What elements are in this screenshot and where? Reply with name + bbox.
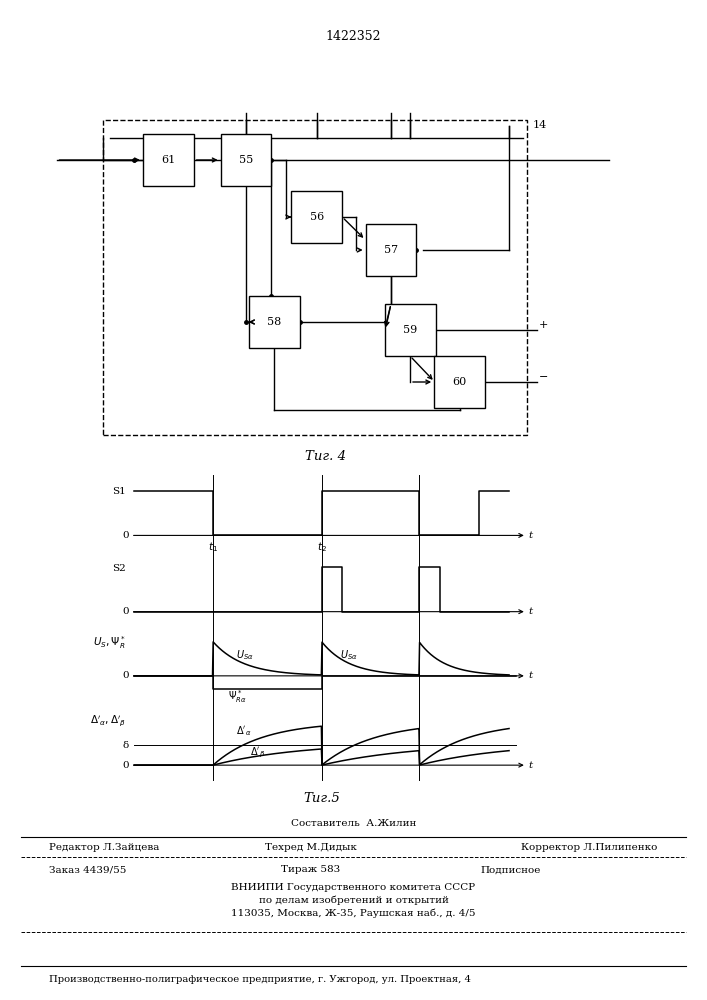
Text: 56: 56 <box>310 212 324 222</box>
Text: $\Psi_{R\alpha}^*$: $\Psi_{R\alpha}^*$ <box>228 688 247 705</box>
Bar <box>291 191 342 243</box>
Text: Заказ 4439/55: Заказ 4439/55 <box>49 865 127 874</box>
Text: t: t <box>529 671 533 680</box>
Text: $U_S,\Psi_R^*$: $U_S,\Psi_R^*$ <box>93 634 126 651</box>
Text: Τиг.5: Τиг.5 <box>303 792 340 804</box>
Text: Редактор Л.Зайцева: Редактор Л.Зайцева <box>49 842 160 852</box>
Text: 0: 0 <box>122 761 129 770</box>
Text: t: t <box>529 761 533 770</box>
Text: $\Delta'_{\alpha},\Delta'_{\beta}$: $\Delta'_{\alpha},\Delta'_{\beta}$ <box>90 713 126 728</box>
Text: +: + <box>539 320 548 330</box>
Text: 58: 58 <box>267 317 281 327</box>
Text: 1422352: 1422352 <box>326 29 381 42</box>
Text: t: t <box>529 607 533 616</box>
Text: $t_1$: $t_1$ <box>208 540 218 554</box>
Text: Подписное: Подписное <box>481 865 541 874</box>
Bar <box>143 134 194 186</box>
Text: 55: 55 <box>239 155 253 165</box>
Text: Τиг. 4: Τиг. 4 <box>305 450 346 464</box>
Text: 0: 0 <box>122 607 129 616</box>
Text: 61: 61 <box>161 155 175 165</box>
Bar <box>221 134 271 186</box>
Text: 113035, Москва, Ж-35, Раушская наб., д. 4/5: 113035, Москва, Ж-35, Раушская наб., д. … <box>231 908 476 918</box>
Text: $U_{S\alpha}$: $U_{S\alpha}$ <box>235 648 253 662</box>
Text: Техред М.Дидык: Техред М.Дидык <box>265 842 357 852</box>
Bar <box>366 224 416 276</box>
Text: Корректор Л.Пилипенко: Корректор Л.Пилипенко <box>521 842 658 852</box>
Text: $\Delta'_{\alpha}$: $\Delta'_{\alpha}$ <box>235 724 251 738</box>
Text: $U_{S\alpha}$: $U_{S\alpha}$ <box>341 648 358 662</box>
Text: Составитель  А.Жилин: Составитель А.Жилин <box>291 818 416 828</box>
Text: S1: S1 <box>112 487 126 496</box>
Bar <box>103 120 527 435</box>
Text: t: t <box>529 531 533 540</box>
Text: по делам изобретений и открытий: по делам изобретений и открытий <box>259 895 448 905</box>
Text: 0: 0 <box>122 531 129 540</box>
Text: Производственно-полиграфическое предприятие, г. Ужгород, ул. Проектная, 4: Производственно-полиграфическое предприя… <box>49 976 472 984</box>
Bar <box>434 356 485 408</box>
Text: Тираж 583: Тираж 583 <box>281 865 341 874</box>
Text: ВНИИПИ Государственного комитета СССР: ВНИИПИ Государственного комитета СССР <box>231 882 476 892</box>
Text: −: − <box>539 372 548 382</box>
Bar <box>249 296 300 348</box>
Text: $t_2$: $t_2$ <box>317 540 327 554</box>
Text: 57: 57 <box>384 245 398 255</box>
Text: δ: δ <box>122 741 129 750</box>
Text: S2: S2 <box>112 564 126 573</box>
Text: $\Delta'_{\beta}$: $\Delta'_{\beta}$ <box>250 746 266 760</box>
Text: 14: 14 <box>532 120 547 130</box>
Text: 59: 59 <box>403 325 417 335</box>
Bar <box>385 304 436 356</box>
Text: 60: 60 <box>452 377 467 387</box>
Text: 0: 0 <box>122 671 129 680</box>
